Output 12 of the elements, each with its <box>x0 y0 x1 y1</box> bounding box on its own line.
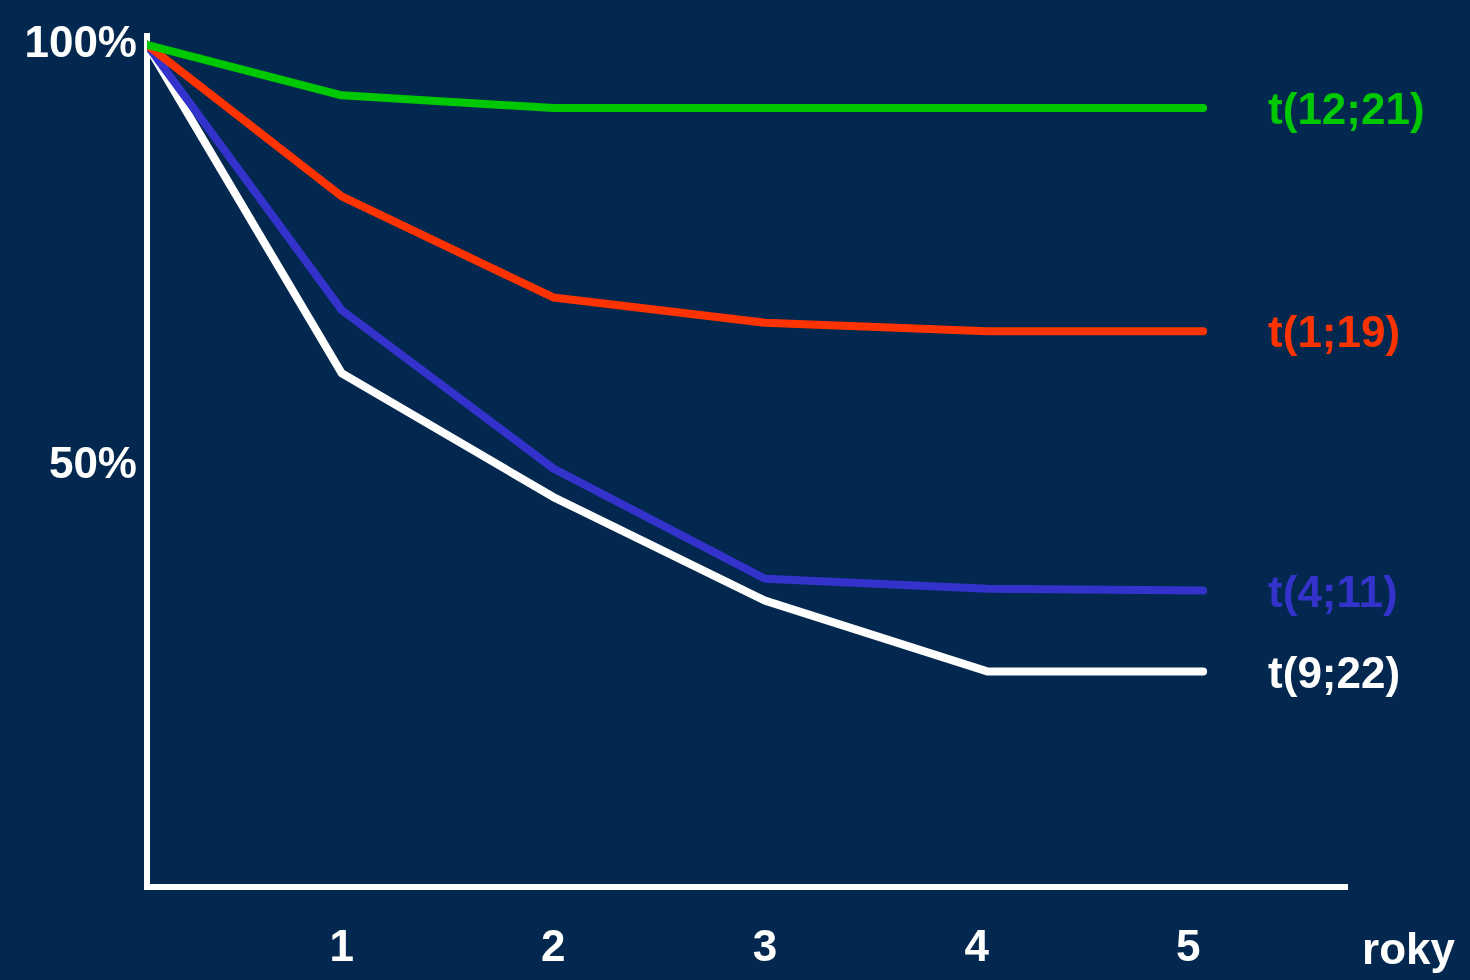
y-tick-label: 100% <box>24 16 137 66</box>
x-tick-label: 4 <box>964 920 990 970</box>
x-tick-label: 3 <box>752 920 778 970</box>
x-axis-title: roky <box>1362 924 1456 974</box>
series-label: t(9;22) <box>1268 647 1401 697</box>
series-label: t(12;21) <box>1268 84 1425 134</box>
series-label: t(1;19) <box>1268 307 1401 357</box>
x-tick-label: 1 <box>329 920 354 970</box>
series-label: t(4;11) <box>1268 566 1398 616</box>
x-tick-label: 5 <box>1176 920 1201 970</box>
y-tick-label: 50% <box>48 438 137 488</box>
x-tick-label: 2 <box>541 920 566 970</box>
